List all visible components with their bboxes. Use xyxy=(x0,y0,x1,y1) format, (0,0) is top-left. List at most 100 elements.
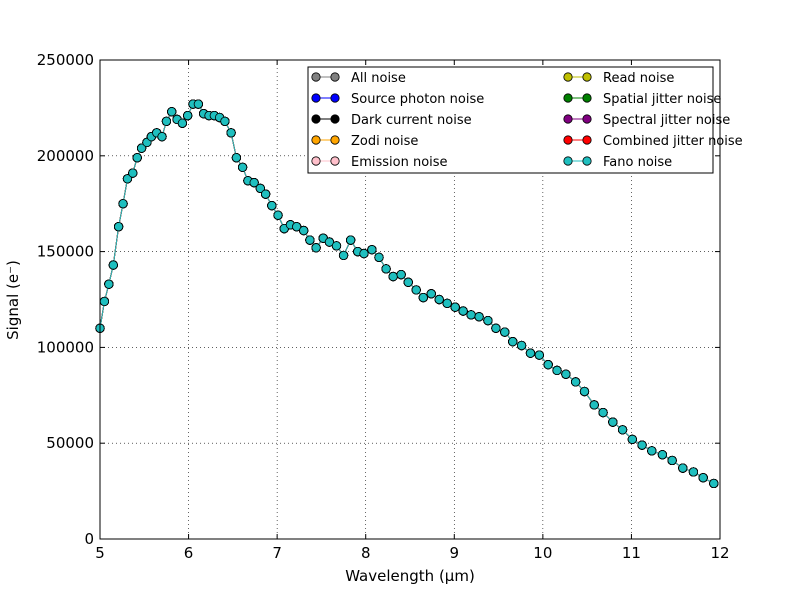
data-point xyxy=(442,298,452,308)
legend-item-spatial-jitter-noise: Spatial jitter noise xyxy=(563,92,721,107)
data-point xyxy=(132,153,142,163)
data-point xyxy=(374,252,384,262)
data-point xyxy=(311,243,321,253)
legend-item-combined-jitter-noise: Combined jitter noise xyxy=(563,134,743,149)
data-point xyxy=(491,323,501,333)
data-point xyxy=(255,183,265,193)
legend-label: Combined jitter noise xyxy=(603,134,743,149)
legend-label: Fano noise xyxy=(603,155,672,170)
series-fano-noise xyxy=(95,99,719,489)
data-point xyxy=(359,248,369,259)
x-tick-label: 10 xyxy=(533,544,552,562)
data-point xyxy=(167,107,177,117)
legend-label: Dark current noise xyxy=(351,113,472,128)
legend-marker xyxy=(582,135,592,145)
y-tick-label: 100000 xyxy=(37,338,94,356)
legend-marker xyxy=(563,93,573,103)
y-axis-label: Signal (e⁻) xyxy=(4,260,22,340)
data-point xyxy=(238,162,248,172)
data-point xyxy=(571,377,581,387)
data-point xyxy=(589,400,599,410)
legend-label: All noise xyxy=(351,71,406,86)
data-point xyxy=(108,260,118,270)
data-point xyxy=(261,189,271,199)
data-point xyxy=(458,306,468,316)
y-tick-labels: 0 50000 100000 150000 200000 250000 xyxy=(37,51,94,548)
data-point xyxy=(231,153,241,163)
data-point xyxy=(426,289,436,299)
data-point xyxy=(114,222,124,232)
data-point xyxy=(137,143,147,153)
data-point xyxy=(483,315,493,326)
legend-marker xyxy=(311,135,321,145)
legend-marker xyxy=(582,156,592,166)
legend-marker xyxy=(311,156,321,166)
data-point xyxy=(396,269,406,280)
data-point xyxy=(324,237,334,247)
y-tick-label: 200000 xyxy=(37,147,94,165)
legend-item-read-noise: Read noise xyxy=(563,71,674,86)
legend-item-emission-noise: Emission noise xyxy=(311,155,448,170)
series-layer xyxy=(95,99,719,489)
data-point xyxy=(388,271,398,282)
legend-marker xyxy=(563,114,573,124)
data-point xyxy=(226,128,236,138)
legend-marker xyxy=(563,135,573,145)
data-point xyxy=(118,199,128,209)
data-point xyxy=(688,467,699,477)
data-point xyxy=(508,337,518,347)
series-line-fano-noise xyxy=(99,103,715,484)
data-point xyxy=(249,178,259,188)
data-point xyxy=(617,425,628,435)
data-point xyxy=(331,241,342,251)
legend-item-all-noise: All noise xyxy=(311,71,406,86)
legend-item-source-photon-noise: Source photon noise xyxy=(311,92,484,107)
data-point xyxy=(500,327,510,337)
x-tick-label: 6 xyxy=(184,544,194,562)
y-tick-label: 250000 xyxy=(37,51,94,69)
legend-marker xyxy=(582,114,592,124)
plot-frame xyxy=(99,59,721,540)
x-tick-labels: 5 6 7 8 9 10 11 12 xyxy=(95,544,729,562)
y-tick-label: 150000 xyxy=(37,243,94,261)
legend-label: Spatial jitter noise xyxy=(603,92,721,107)
x-tick-label: 5 xyxy=(95,544,105,562)
data-point xyxy=(122,174,133,184)
data-point xyxy=(403,277,413,287)
data-point xyxy=(647,446,657,456)
data-point xyxy=(608,417,618,427)
y-tick-label: 50000 xyxy=(46,434,94,452)
data-point xyxy=(273,210,283,220)
legend-label: Read noise xyxy=(603,71,674,86)
data-point xyxy=(346,235,356,245)
data-point xyxy=(418,292,428,303)
data-point xyxy=(267,201,277,211)
data-point xyxy=(516,340,527,351)
legend-item-zodi-noise: Zodi noise xyxy=(311,134,418,149)
data-point xyxy=(579,386,590,397)
legend-marker xyxy=(311,93,321,103)
legend-marker xyxy=(311,114,321,124)
legend-marker xyxy=(330,135,340,145)
x-axis-label: Wavelength (μm) xyxy=(345,567,475,585)
x-tick-label: 12 xyxy=(710,544,729,562)
data-point xyxy=(128,168,138,178)
legend-marker xyxy=(582,93,592,103)
data-point xyxy=(299,225,309,236)
data-point xyxy=(434,294,444,305)
data-point xyxy=(411,285,421,295)
x-tick-label: 11 xyxy=(622,544,641,562)
data-point xyxy=(637,440,647,450)
data-point xyxy=(543,360,553,370)
data-point xyxy=(709,478,719,489)
data-point xyxy=(561,369,571,379)
legend-marker xyxy=(563,156,573,166)
data-point xyxy=(525,348,536,358)
legend-box xyxy=(307,66,714,174)
data-point xyxy=(667,455,677,466)
legend-label: Emission noise xyxy=(351,155,448,170)
data-point xyxy=(598,407,608,418)
legend-item-fano-noise: Fano noise xyxy=(563,155,672,170)
legend: All noise Source photon noise Dark current… xyxy=(307,66,743,174)
